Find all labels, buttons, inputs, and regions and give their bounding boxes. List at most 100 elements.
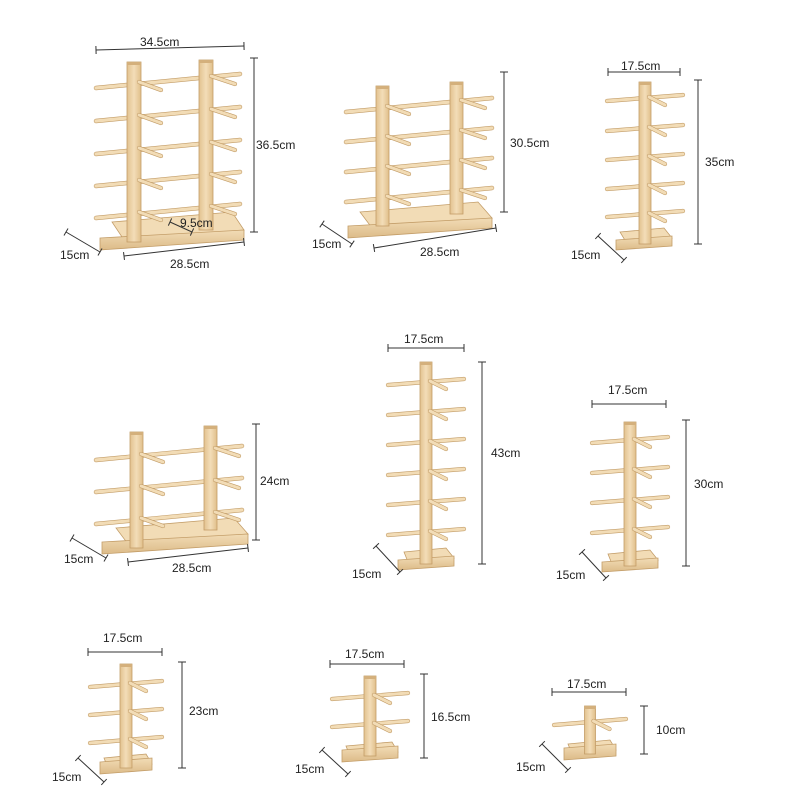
- p3-width-label: 17.5cm: [621, 59, 661, 73]
- p1-spacing-label: 9.5cm: [180, 216, 213, 230]
- p4-depth-label: 15cm: [64, 552, 94, 566]
- p3-peg-1: [647, 95, 667, 107]
- p7-rack: [87, 663, 165, 775]
- p1-post-left: [126, 61, 142, 243]
- p1-bar-1: [94, 72, 242, 90]
- p8-depth-dim: [321, 749, 349, 775]
- p5-peg-2: [428, 409, 448, 421]
- p4-rack: [93, 425, 249, 555]
- p2-rack: [343, 81, 495, 239]
- p7-depth-label: 15cm: [52, 770, 82, 784]
- p1-depth-label: 15cm: [60, 248, 90, 262]
- p1-peg-l-2: [137, 113, 163, 125]
- p2-peg-l-3: [385, 164, 411, 176]
- p2-peg-l-4: [385, 194, 411, 206]
- p7-height-label: 23cm: [189, 704, 219, 718]
- p1-peg-l-5: [137, 210, 163, 222]
- p1-peg-r-5: [209, 204, 237, 216]
- p1-peg-r-3: [209, 140, 237, 152]
- p9-post: [584, 705, 596, 755]
- p2-depth-dim: [321, 223, 353, 245]
- p2-peg-l-1: [385, 104, 411, 116]
- p9-width-label: 17.5cm: [567, 677, 607, 691]
- p4-peg-r-2: [213, 478, 241, 490]
- p6-rack: [589, 421, 671, 573]
- p5-peg-5: [428, 499, 448, 511]
- p8-depth-label: 15cm: [295, 762, 325, 776]
- p8-post: [363, 675, 377, 757]
- p1-peg-r-4: [209, 172, 237, 184]
- p2-peg-l-2: [385, 134, 411, 146]
- p5-post: [419, 361, 433, 565]
- p7-peg-3: [128, 737, 148, 749]
- p6-peg-1: [632, 437, 652, 449]
- p3-height-label: 35cm: [705, 155, 735, 169]
- p1-height-label: 36.5cm: [256, 138, 296, 152]
- p7-width-label: 17.5cm: [103, 631, 143, 645]
- p5-peg-6: [428, 529, 448, 541]
- p9-peg-1: [592, 719, 611, 731]
- p5-width-label: 17.5cm: [404, 332, 444, 346]
- p6-depth-label: 15cm: [556, 568, 586, 582]
- p5-peg-3: [428, 439, 448, 451]
- p5-depth-dim: [375, 545, 401, 573]
- p6-peg-3: [632, 497, 652, 509]
- p1-width-label: 34.5cm: [140, 35, 180, 49]
- p9-depth-dim: [541, 743, 569, 771]
- p3-post: [638, 81, 652, 245]
- p7-peg-1: [128, 681, 148, 693]
- p6-width-label: 17.5cm: [608, 383, 648, 397]
- p3-rack: [604, 81, 686, 251]
- p8-height-label: 16.5cm: [431, 710, 471, 724]
- p1-base-dim: [123, 241, 245, 257]
- p4-peg-l-1: [139, 452, 165, 464]
- p3-depth-dim: [597, 235, 625, 261]
- p2-base-label: 28.5cm: [420, 245, 460, 259]
- p3-peg-4: [647, 183, 667, 195]
- p4-peg-l-3: [139, 516, 165, 528]
- p1-peg-r-2: [209, 107, 237, 119]
- p2-base-dim: [373, 227, 497, 249]
- p1-spacing-dim: [169, 221, 193, 233]
- p6-peg-2: [632, 467, 652, 479]
- p3-peg-3: [647, 154, 667, 166]
- p7-post: [119, 663, 133, 769]
- p5-depth-label: 15cm: [352, 567, 382, 581]
- p1-depth-dim: [65, 231, 101, 253]
- p1-width-dim: [95, 45, 245, 51]
- p1-peg-l-3: [137, 146, 163, 158]
- p4-peg-r-1: [213, 446, 241, 458]
- p8-peg-1: [372, 693, 392, 705]
- p8-rack: [329, 675, 411, 763]
- p4-base-dim: [127, 547, 249, 563]
- p4-height-label: 24cm: [260, 474, 290, 488]
- p6-height-label: 30cm: [694, 477, 724, 491]
- p1-rack: [93, 59, 245, 251]
- p8-peg-2: [372, 721, 392, 733]
- p2-height-label: 30.5cm: [510, 136, 550, 150]
- p2-peg-r-3: [459, 158, 487, 170]
- p8-width-label: 17.5cm: [345, 647, 385, 661]
- p1-peg-r-1: [209, 74, 237, 86]
- p9-height-label: 10cm: [656, 723, 686, 737]
- p9-rack: [551, 705, 629, 761]
- p1-peg-l-4: [137, 178, 163, 190]
- p4-base-label: 28.5cm: [172, 561, 212, 575]
- p1-bar-4: [94, 170, 242, 188]
- p5-rack: [385, 361, 467, 571]
- p1-bar-3: [94, 138, 242, 156]
- p7-peg-2: [128, 709, 148, 721]
- p1-base-label: 28.5cm: [170, 257, 210, 271]
- p6-depth-dim: [581, 551, 607, 579]
- p4-post-left: [129, 431, 144, 549]
- p1-peg-l-1: [137, 80, 163, 92]
- p9-depth-label: 15cm: [516, 760, 546, 774]
- p1-bar-2: [94, 105, 242, 123]
- p4-depth-dim: [71, 537, 107, 559]
- p3-peg-2: [647, 125, 667, 137]
- p2-peg-r-4: [459, 188, 487, 200]
- p2-peg-r-1: [459, 98, 487, 110]
- p6-peg-4: [632, 527, 652, 539]
